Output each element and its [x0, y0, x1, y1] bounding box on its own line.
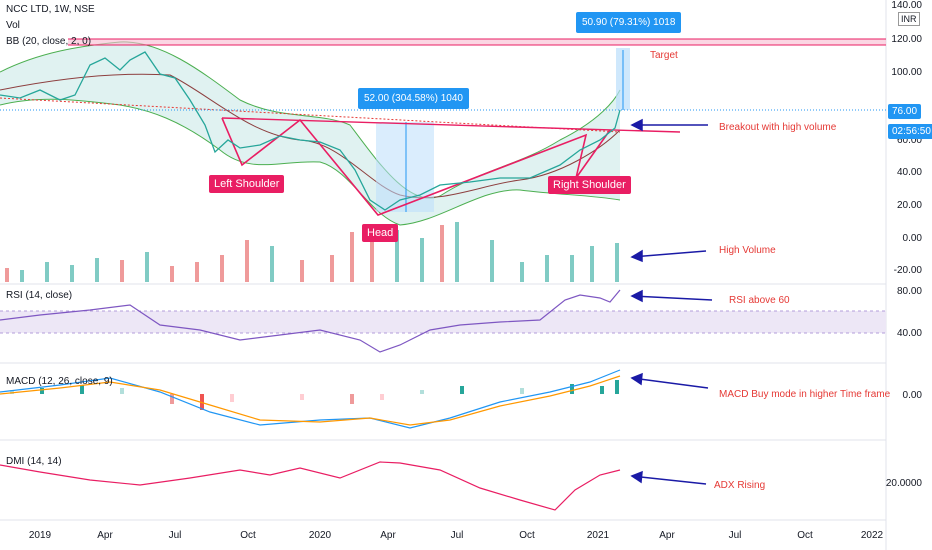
- vol-legend: Vol: [6, 20, 20, 31]
- dmi-tick: 20.0000: [885, 478, 922, 489]
- time-tick: 2020: [308, 530, 332, 541]
- time-tick: Apr: [380, 530, 396, 541]
- time-tick: Oct: [240, 530, 256, 541]
- rsi-tick: 40.00: [896, 328, 922, 339]
- price-line: [0, 51, 621, 211]
- time-tick: Oct: [797, 530, 813, 541]
- dmi-legend: DMI (14, 14): [6, 456, 62, 467]
- bb-basis: [0, 73, 621, 199]
- left-shoulder-tag: Left Shoulder: [209, 175, 285, 193]
- macd-legend: MACD (12, 26, close, 9): [6, 376, 113, 387]
- rsi-legend: RSI (14, close): [6, 290, 73, 301]
- time-tick: 2019: [28, 530, 52, 541]
- volume-bars: [5, 222, 619, 282]
- currency-badge[interactable]: INR: [898, 12, 920, 26]
- time-tick: Apr: [659, 530, 675, 541]
- price-tick: 40.00: [896, 167, 922, 178]
- rsi-note: RSI above 60: [729, 295, 790, 306]
- price-tick: 100.00: [891, 67, 922, 78]
- time-tick: Jul: [168, 530, 182, 541]
- price-tick: 0.00: [902, 233, 922, 244]
- macd-signal: [0, 375, 621, 426]
- right-shoulder-tag: Right Shoulder: [548, 176, 631, 194]
- target-zone: [68, 39, 886, 45]
- high-volume-note: High Volume: [719, 245, 776, 256]
- rsi-tick: 80.00: [896, 286, 922, 297]
- time-tick: Oct: [519, 530, 535, 541]
- price-tick: 140.00: [891, 0, 922, 11]
- time-tick: Jul: [450, 530, 464, 541]
- countdown-box: 02:56:50: [888, 124, 932, 139]
- price-tick: 60.00: [896, 135, 922, 146]
- adx-note: ADX Rising: [714, 480, 766, 491]
- head-tag: Head: [362, 224, 399, 242]
- macd-line: [0, 369, 621, 429]
- target-note: Target: [650, 50, 678, 61]
- macd-tick: 0.00: [902, 390, 922, 401]
- rsi-line: [0, 289, 621, 353]
- symbol-title: NCC LTD, 1W, NSE: [6, 4, 95, 15]
- bb-band-fill: [0, 41, 620, 226]
- measure-label-2: 50.90 (79.31%) 1018: [576, 12, 682, 33]
- time-tick: Jul: [728, 530, 742, 541]
- dmi-adx-line: [0, 461, 621, 511]
- time-tick: 2022: [860, 530, 884, 541]
- price-tick: 120.00: [891, 34, 922, 45]
- macd-note: MACD Buy mode in higher Time frame: [719, 389, 891, 400]
- time-tick: Apr: [97, 530, 113, 541]
- price-tick: 20.00: [896, 200, 922, 211]
- breakout-note: Breakout with high volume: [719, 122, 837, 133]
- current-price-box: 76.00: [888, 104, 922, 119]
- annotation-arrows: [630, 118, 713, 485]
- bb-legend: BB (20, close, 2, 0): [6, 36, 92, 47]
- time-tick: 2021: [586, 530, 610, 541]
- rsi-band: [0, 311, 886, 333]
- measure-label-1: 52.00 (304.58%) 1040: [358, 88, 469, 109]
- price-tick: -20.00: [893, 265, 922, 276]
